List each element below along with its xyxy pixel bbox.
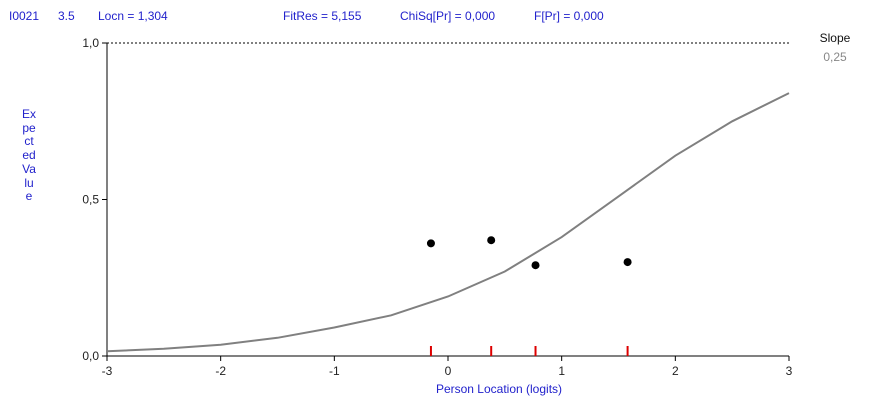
chart-axes	[102, 42, 790, 361]
curve-line	[106, 92, 790, 353]
observed-point	[531, 261, 540, 270]
item-id: I0021	[9, 9, 40, 23]
observed-point	[623, 258, 632, 267]
x-tick-label: 3	[786, 364, 793, 378]
threshold-count: 3.5	[58, 9, 75, 23]
slope-label: Slope	[819, 31, 851, 45]
x-tick-label: 1	[558, 364, 565, 378]
observed-point	[487, 236, 496, 245]
tick-labels: -3 -2 -1 0 1 2 3 0,0 0,5 1,0	[82, 36, 792, 378]
expected-value-curve	[106, 92, 790, 353]
x-tick-label: -1	[329, 364, 340, 378]
slope-value: 0,25	[823, 50, 847, 64]
y-tick-label: 0,0	[82, 349, 99, 363]
fit-residual-stat: FitRes = 5,155	[283, 9, 362, 23]
f-probability-stat: F[Pr] = 0,000	[534, 9, 604, 23]
observed-point	[426, 239, 435, 248]
x-tick-label: 2	[672, 364, 679, 378]
class-interval-marks	[429, 346, 629, 356]
x-tick-label: -2	[215, 364, 226, 378]
x-axis-label: Person Location (logits)	[436, 382, 562, 396]
chi-square-stat: ChiSq[Pr] = 0,000	[400, 9, 496, 23]
y-tick-label: 0,5	[82, 193, 99, 207]
y-axis-label: Expected Value	[22, 107, 40, 204]
observed-points	[426, 236, 632, 270]
x-tick-label: -3	[102, 364, 113, 378]
location-stat: Locn = 1,304	[98, 9, 168, 23]
x-tick-label: 0	[445, 364, 452, 378]
y-tick-label: 1,0	[82, 36, 99, 50]
